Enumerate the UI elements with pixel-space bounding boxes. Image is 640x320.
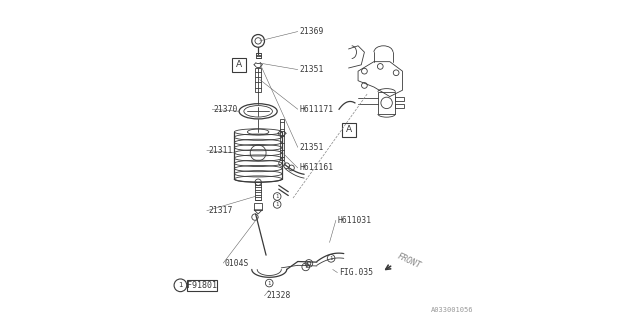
- Bar: [255, 68, 261, 92]
- Bar: [342, 123, 356, 137]
- Text: 21351: 21351: [300, 65, 324, 74]
- Text: 1: 1: [268, 281, 271, 285]
- Text: F91801: F91801: [187, 281, 217, 290]
- Text: 21311: 21311: [209, 146, 233, 155]
- Text: 1: 1: [330, 256, 333, 261]
- Bar: [396, 97, 404, 101]
- Text: H611171: H611171: [300, 105, 333, 114]
- Text: FIG.035: FIG.035: [339, 268, 373, 277]
- Text: 21369: 21369: [300, 27, 324, 36]
- Bar: [254, 203, 262, 210]
- Text: A: A: [346, 125, 351, 134]
- Bar: [255, 182, 261, 200]
- Bar: [188, 280, 216, 291]
- Bar: [280, 119, 284, 160]
- Text: A: A: [236, 60, 242, 69]
- Text: 21317: 21317: [209, 206, 233, 215]
- Text: H611161: H611161: [300, 164, 333, 172]
- Text: 1: 1: [178, 282, 182, 288]
- Text: H611031: H611031: [337, 216, 372, 225]
- Text: FRONT: FRONT: [396, 252, 422, 271]
- Bar: [232, 58, 246, 72]
- Text: 21351: 21351: [300, 143, 324, 152]
- Text: 1: 1: [304, 264, 307, 269]
- Text: 1: 1: [276, 194, 279, 199]
- Bar: [255, 52, 260, 58]
- Bar: [396, 104, 404, 108]
- Text: 0104S: 0104S: [225, 259, 249, 268]
- Text: 21370: 21370: [214, 105, 238, 114]
- Bar: [378, 92, 396, 114]
- Text: A033001056: A033001056: [431, 307, 474, 313]
- Text: 1: 1: [276, 202, 279, 207]
- Text: 21328: 21328: [266, 291, 291, 300]
